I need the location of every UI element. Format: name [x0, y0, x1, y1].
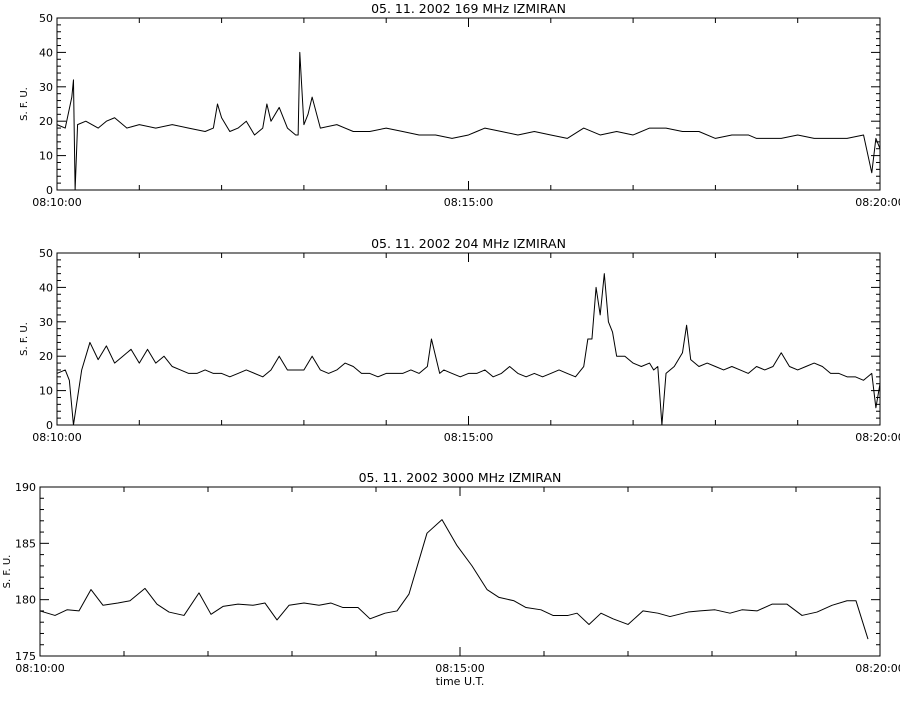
- y-tick-label: 20: [39, 350, 53, 363]
- y-tick-label: 50: [39, 12, 53, 25]
- series-line-1: [56, 273, 881, 426]
- y-tick-label: 0: [46, 184, 53, 197]
- chart-title: 05. 11. 2002 3000 MHz IZMIRAN: [359, 470, 562, 485]
- x-axis-label: time U.T.: [436, 675, 485, 688]
- y-axis-label: S. F. U.: [19, 322, 30, 356]
- x-tick-label: 08:20:00: [855, 431, 900, 444]
- y-axis-label: S. F. U.: [19, 87, 30, 121]
- y-tick-label: 30: [39, 316, 53, 329]
- plot-frame: [56, 17, 881, 191]
- x-tick-label: 08:15:00: [444, 431, 493, 444]
- y-tick-label: 185: [15, 537, 36, 550]
- x-tick-label: 08:20:00: [855, 662, 900, 675]
- x-tick-label: 08:20:00: [855, 196, 900, 209]
- y-tick-label: 20: [39, 115, 53, 128]
- y-tick-label: 0: [46, 419, 53, 432]
- panel-3: 05. 11. 2002 3000 MHz IZMIRAN S. F. U. 175…: [2, 470, 900, 688]
- y-tick-label: 10: [39, 150, 53, 163]
- y-tick-label: 40: [39, 281, 53, 294]
- x-tick-label: 08:15:00: [435, 662, 484, 675]
- x-tick-label: 08:10:00: [15, 662, 64, 675]
- y-axis-label: S. F. U.: [2, 555, 13, 589]
- x-tick-label: 08:10:00: [32, 196, 81, 209]
- series-line-1: [39, 519, 869, 640]
- chart-title: 05. 11. 2002 169 MHz IZMIRAN: [371, 1, 566, 16]
- y-tick-label: 30: [39, 81, 53, 94]
- series-line-1: [56, 51, 881, 191]
- panel-2: 05. 11. 2002 204 MHz IZMIRAN S. F. U. 0 10 2…: [19, 236, 900, 444]
- y-tick-label: 190: [15, 481, 36, 494]
- x-tick-label: 08:15:00: [444, 196, 493, 209]
- y-tick-label: 10: [39, 385, 53, 398]
- y-tick-label: 175: [15, 650, 36, 663]
- chart-title: 05. 11. 2002 204 MHz IZMIRAN: [371, 236, 566, 251]
- panel-1: 05. 11. 2002 169 MHz IZMIRAN S. F. U. 0 10 2…: [19, 1, 900, 209]
- y-tick-label: 40: [39, 46, 53, 59]
- y-tick-label: 180: [15, 594, 36, 607]
- plot-frame: [39, 486, 881, 657]
- plot-frame: [56, 252, 881, 426]
- x-tick-label: 08:10:00: [32, 431, 81, 444]
- y-tick-label: 50: [39, 247, 53, 260]
